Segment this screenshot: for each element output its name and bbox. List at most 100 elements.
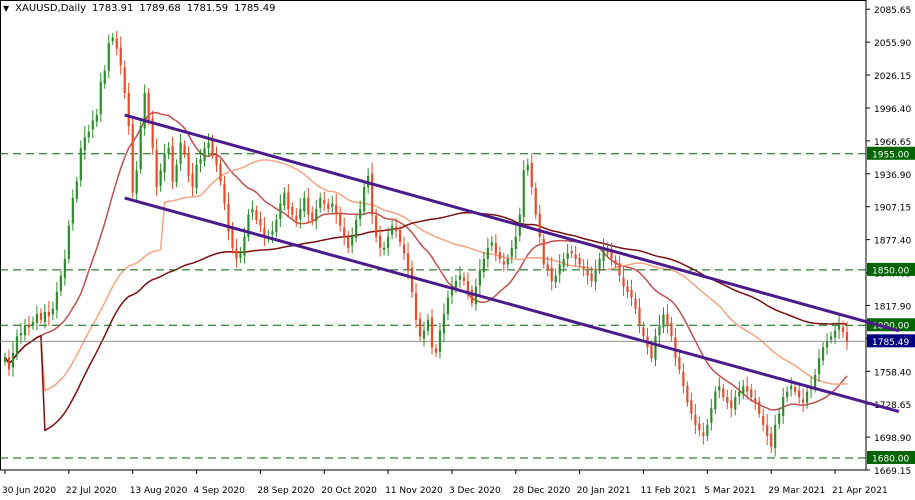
candle-body xyxy=(15,336,19,355)
candle-body xyxy=(43,311,47,322)
candle-body xyxy=(187,153,190,176)
candle-body xyxy=(75,181,78,200)
candle-body xyxy=(394,226,398,232)
candle-body xyxy=(327,203,330,210)
candle-body xyxy=(754,398,757,403)
candle-body xyxy=(702,432,705,436)
candle-body xyxy=(794,387,797,392)
candle-body xyxy=(778,413,781,424)
candle-body xyxy=(730,400,733,409)
candle-body xyxy=(402,244,406,254)
candle-body xyxy=(351,236,354,246)
candle-body xyxy=(770,433,773,447)
candle-body xyxy=(379,235,382,248)
candle-body xyxy=(319,198,322,208)
candle-body xyxy=(630,289,633,298)
candle-body xyxy=(51,308,54,315)
x-tick-label: 11 Nov 2020 xyxy=(385,486,443,496)
candle-body xyxy=(566,253,569,259)
candle-body xyxy=(622,277,625,287)
candle-body xyxy=(115,38,118,49)
candle-body xyxy=(63,258,66,278)
candle-body xyxy=(303,198,306,212)
candle-body xyxy=(23,325,27,336)
candle-body xyxy=(762,415,765,425)
candle-body xyxy=(151,118,154,149)
candle-body xyxy=(223,183,226,204)
x-tick-label: 28 Dec 2020 xyxy=(513,486,571,496)
candle-body xyxy=(642,327,645,337)
candle-body xyxy=(482,258,485,273)
moving-average-100 xyxy=(4,211,848,432)
level-label: 1955.00 xyxy=(872,150,909,160)
candle-body xyxy=(662,314,665,328)
triangle-down-icon[interactable]: ▼ xyxy=(3,4,10,13)
candle-body xyxy=(99,81,102,114)
y-tick-label: 1966.65 xyxy=(874,138,911,148)
candle-body xyxy=(694,414,697,425)
candle-body xyxy=(670,323,673,337)
candle-body xyxy=(666,314,669,326)
candle-body xyxy=(79,148,82,181)
candle-body xyxy=(542,238,545,265)
candle-body xyxy=(235,248,238,259)
candle-body xyxy=(3,357,7,362)
x-tick-label: 3 Dec 2020 xyxy=(449,486,501,496)
candle-body xyxy=(139,126,142,170)
level-label-bg xyxy=(867,262,915,276)
candle-body xyxy=(55,292,58,310)
chart-info-bar: ▼ XAUUSD,Daily 1783.91 1789.68 1781.59 1… xyxy=(3,3,275,14)
candle-body xyxy=(490,242,493,246)
candle-body xyxy=(470,289,473,304)
candle-body xyxy=(11,352,15,368)
candle-body xyxy=(171,146,174,182)
candle-body xyxy=(127,92,130,127)
candle-body xyxy=(742,386,745,394)
candle-body xyxy=(825,341,829,348)
candle-body xyxy=(574,254,577,259)
candle-body xyxy=(295,215,298,221)
candle-body xyxy=(430,317,434,348)
candle-body xyxy=(131,123,134,193)
candle-body xyxy=(454,280,458,288)
candle-body xyxy=(299,209,302,220)
candle-body xyxy=(526,164,529,171)
candle-body xyxy=(195,164,198,189)
candle-body xyxy=(626,286,629,293)
candle-body xyxy=(538,213,541,237)
candle-body xyxy=(263,227,266,237)
candle-body xyxy=(558,264,561,275)
candle-body xyxy=(283,192,286,206)
candle-body xyxy=(841,327,845,332)
candle-body xyxy=(247,214,250,237)
candle-body xyxy=(746,386,749,392)
y-tick-label: 1996.40 xyxy=(874,105,911,115)
candle-body xyxy=(734,397,737,410)
candle-body xyxy=(143,92,146,129)
candle-body xyxy=(837,325,841,330)
candle-body xyxy=(698,423,701,431)
candle-body xyxy=(307,198,310,215)
candle-body xyxy=(806,391,809,403)
candle-body xyxy=(390,225,394,235)
candle-body xyxy=(610,251,613,259)
candle-body xyxy=(159,170,162,186)
candle-body xyxy=(522,170,525,217)
candle-body xyxy=(231,228,234,248)
candle-body xyxy=(183,144,186,154)
candle-body xyxy=(514,236,517,249)
candle-body xyxy=(398,230,402,243)
candle-body xyxy=(339,213,342,226)
candle-body xyxy=(35,314,39,324)
candle-body xyxy=(458,275,462,280)
candle-body xyxy=(207,142,210,149)
candle-body xyxy=(798,390,801,398)
candle-body xyxy=(578,257,581,265)
candle-body xyxy=(766,424,769,436)
candle-body xyxy=(494,243,497,254)
candle-body xyxy=(462,277,466,281)
candle-body xyxy=(650,345,653,359)
candle-body xyxy=(191,173,194,187)
candle-body xyxy=(135,170,138,194)
